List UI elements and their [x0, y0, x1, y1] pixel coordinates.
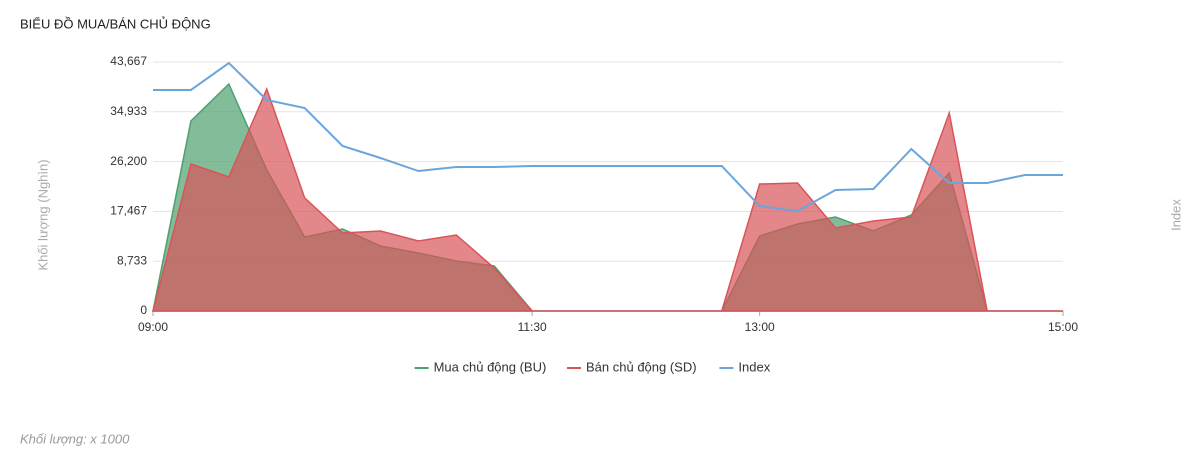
legend-label: Mua chủ động (BU)	[434, 359, 547, 374]
line	[153, 61, 1063, 213]
y2-axis-label: Index	[1168, 199, 1183, 231]
x-tick-label: 15:00	[1048, 320, 1078, 334]
y-axis-label: Khối lượng (Nghìn)	[35, 159, 50, 270]
legend-label: Index	[738, 359, 770, 374]
y-tick-label: 8,733	[117, 253, 147, 267]
y-tick-label: 17,467	[110, 204, 147, 218]
y-tick-label: 34,933	[110, 104, 147, 118]
area	[152, 86, 1063, 312]
legend-label: Bán chủ động (SD)	[586, 359, 697, 374]
note: Khối lượng: x 1000	[20, 431, 130, 446]
y-tick-label: 26,200	[110, 154, 147, 168]
y-tick-label: 0	[140, 303, 147, 317]
x-tick-label: 11:30	[518, 320, 547, 334]
y-tick-label: 43,667	[110, 54, 147, 68]
chart-title: BIỂU ĐỒ MUA/BÁN CHỦ ĐỘNG	[20, 16, 211, 31]
x-tick-label: 09:00	[138, 320, 168, 334]
x-tick-label: 13:00	[745, 320, 775, 334]
